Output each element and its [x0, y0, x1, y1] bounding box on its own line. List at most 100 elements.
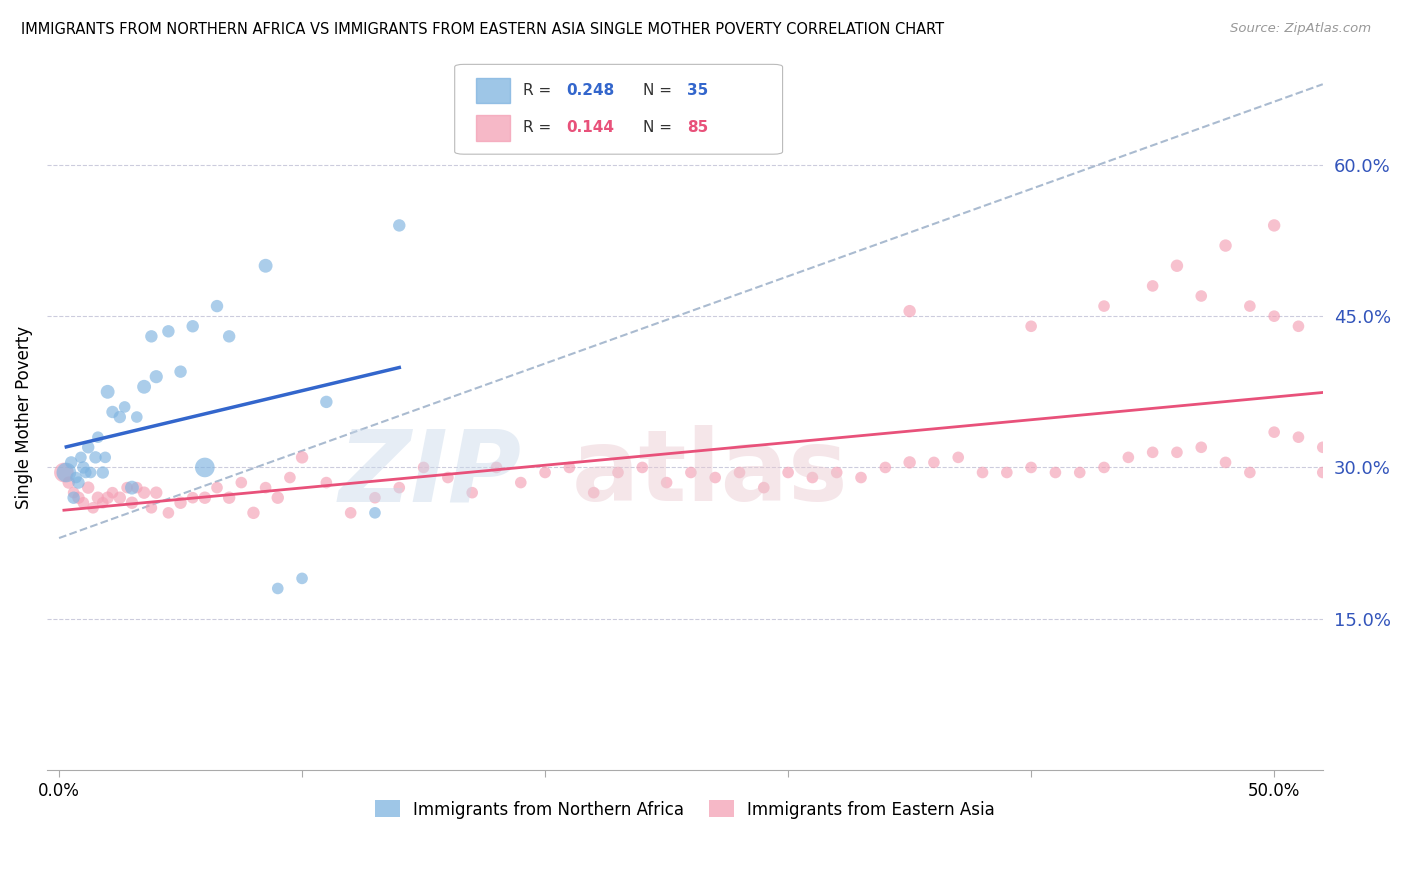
- Point: [65, 470, 87, 484]
- Point: [141, 329, 163, 343]
- Point: [114, 400, 136, 414]
- Text: 0.248: 0.248: [567, 83, 614, 98]
- Point: [412, 460, 434, 475]
- Point: [1166, 445, 1188, 459]
- Point: [91, 496, 114, 510]
- Point: [194, 491, 217, 505]
- Text: 0.144: 0.144: [567, 120, 614, 136]
- Point: [205, 299, 228, 313]
- Point: [388, 219, 411, 233]
- Point: [115, 481, 138, 495]
- Point: [145, 485, 167, 500]
- Point: [778, 466, 800, 480]
- Point: [181, 491, 204, 505]
- Point: [388, 481, 411, 495]
- Point: [1092, 299, 1115, 313]
- Point: [108, 491, 131, 505]
- Text: 35: 35: [686, 83, 709, 98]
- Point: [898, 455, 921, 469]
- Point: [509, 475, 531, 490]
- Point: [1019, 319, 1042, 334]
- Point: [87, 491, 110, 505]
- Point: [77, 440, 100, 454]
- Point: [1239, 466, 1261, 480]
- Point: [97, 491, 120, 505]
- Point: [1069, 466, 1091, 480]
- Point: [242, 506, 264, 520]
- Point: [728, 466, 751, 480]
- Bar: [477, 78, 510, 103]
- Point: [291, 450, 314, 465]
- Point: [1215, 238, 1237, 252]
- Point: [169, 365, 191, 379]
- Point: [582, 485, 605, 500]
- Text: R =: R =: [523, 120, 555, 136]
- Point: [121, 496, 143, 510]
- Point: [801, 470, 824, 484]
- Point: [97, 384, 120, 399]
- Point: [655, 475, 678, 490]
- Point: [77, 481, 100, 495]
- Point: [364, 491, 387, 505]
- Point: [278, 470, 301, 484]
- Point: [84, 450, 107, 465]
- Point: [922, 455, 945, 469]
- Point: [1189, 440, 1212, 454]
- Y-axis label: Single Mother Poverty: Single Mother Poverty: [15, 326, 32, 508]
- Point: [125, 410, 148, 425]
- Point: [87, 430, 110, 444]
- Point: [91, 466, 114, 480]
- Point: [231, 475, 253, 490]
- Point: [1312, 466, 1334, 480]
- Text: N =: N =: [644, 120, 678, 136]
- Point: [101, 485, 124, 500]
- Point: [254, 481, 277, 495]
- Point: [1336, 460, 1358, 475]
- Point: [534, 466, 557, 480]
- Point: [52, 466, 75, 480]
- Point: [125, 481, 148, 495]
- Point: [75, 466, 97, 480]
- Point: [254, 259, 277, 273]
- Point: [205, 481, 228, 495]
- Point: [1142, 445, 1164, 459]
- Point: [704, 470, 727, 484]
- Point: [364, 506, 387, 520]
- Point: [82, 500, 104, 515]
- Point: [157, 324, 180, 338]
- Point: [67, 475, 90, 490]
- Point: [461, 485, 484, 500]
- Point: [70, 450, 93, 465]
- Point: [1092, 460, 1115, 475]
- Point: [1045, 466, 1067, 480]
- Point: [141, 500, 163, 515]
- Point: [485, 460, 508, 475]
- Bar: [477, 115, 510, 141]
- Point: [437, 470, 460, 484]
- Point: [181, 319, 204, 334]
- Text: Source: ZipAtlas.com: Source: ZipAtlas.com: [1230, 22, 1371, 36]
- Point: [972, 466, 994, 480]
- Point: [995, 466, 1018, 480]
- Point: [157, 506, 180, 520]
- Point: [1118, 450, 1140, 465]
- Point: [169, 496, 191, 510]
- Point: [108, 410, 131, 425]
- Point: [62, 491, 84, 505]
- Point: [72, 460, 94, 475]
- Legend: Immigrants from Northern Africa, Immigrants from Eastern Asia: Immigrants from Northern Africa, Immigra…: [368, 794, 1001, 825]
- Text: R =: R =: [523, 83, 555, 98]
- Point: [825, 466, 848, 480]
- Point: [55, 466, 77, 480]
- Point: [631, 460, 654, 475]
- Point: [79, 466, 101, 480]
- Point: [132, 380, 155, 394]
- Point: [875, 460, 897, 475]
- Point: [145, 369, 167, 384]
- Text: 85: 85: [686, 120, 709, 136]
- Point: [62, 485, 84, 500]
- Point: [267, 582, 290, 596]
- Point: [315, 475, 337, 490]
- Point: [132, 485, 155, 500]
- Point: [60, 455, 83, 469]
